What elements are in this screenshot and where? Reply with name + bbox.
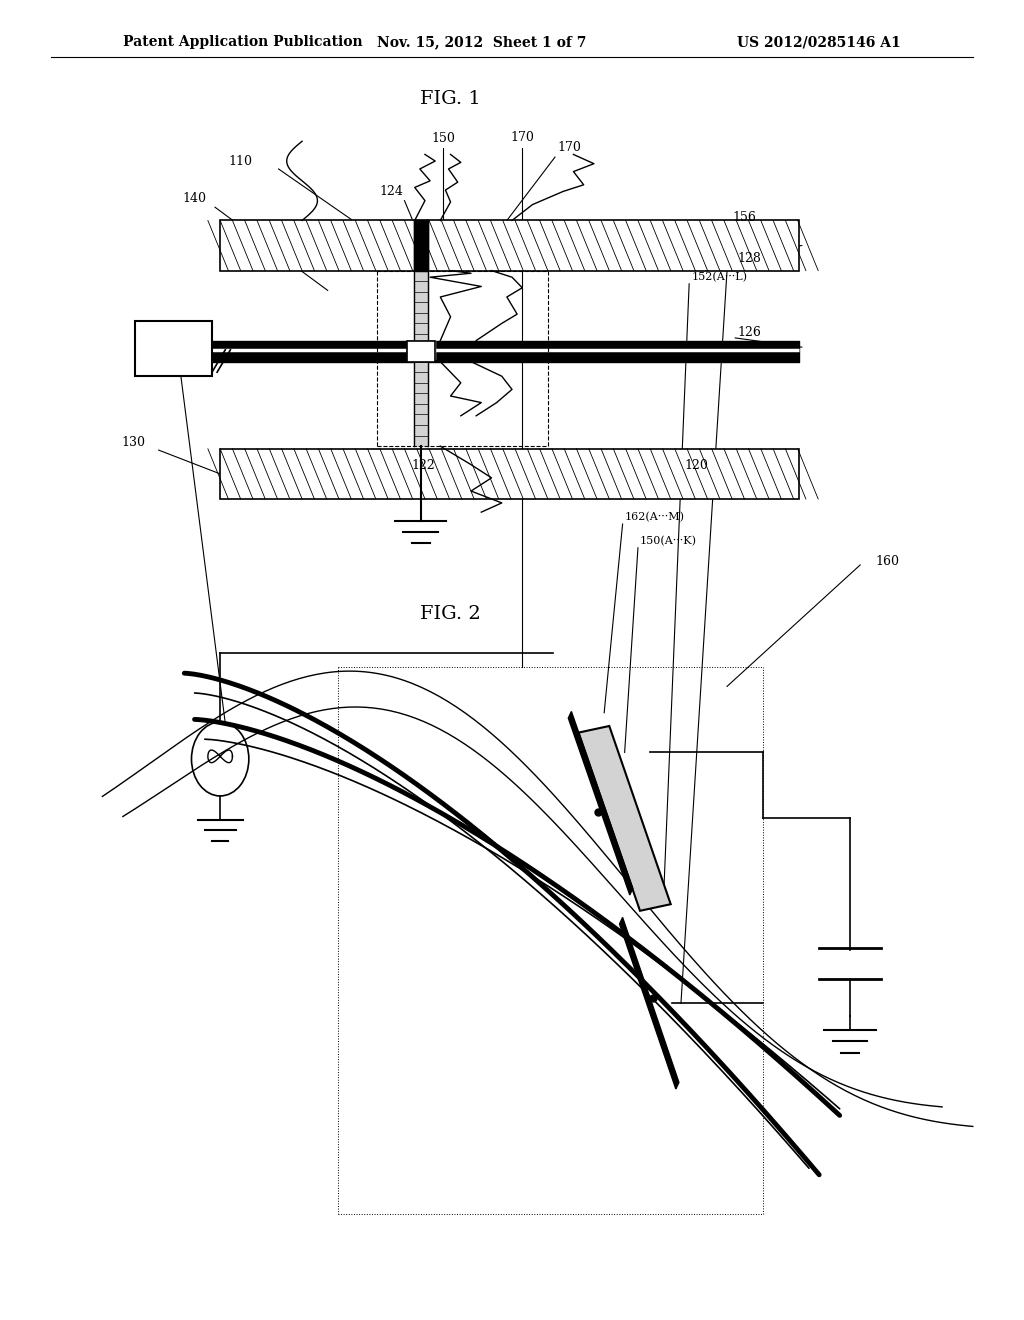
Text: 152(A···L): 152(A···L) — [691, 272, 748, 282]
Text: 126: 126 — [737, 326, 761, 339]
Text: 140: 140 — [182, 191, 207, 205]
Text: 130: 130 — [121, 436, 145, 449]
Text: FIG. 2: FIG. 2 — [420, 605, 481, 623]
Text: FIG. 1: FIG. 1 — [420, 90, 481, 108]
Text: 156: 156 — [732, 211, 756, 224]
Text: US 2012/0285146 A1: US 2012/0285146 A1 — [737, 36, 901, 49]
Bar — [220, 220, 799, 271]
Text: 160: 160 — [876, 554, 899, 568]
Text: 122: 122 — [411, 459, 435, 473]
Polygon shape — [579, 726, 671, 911]
Text: 162(A···M): 162(A···M) — [625, 512, 685, 523]
Bar — [135, 321, 212, 376]
Text: 110: 110 — [228, 154, 253, 168]
Text: 150(A···K): 150(A···K) — [640, 536, 697, 546]
Text: 128: 128 — [737, 252, 761, 265]
Text: 120: 120 — [684, 459, 709, 473]
Bar — [407, 341, 435, 362]
Polygon shape — [620, 917, 679, 1089]
Text: 170: 170 — [510, 131, 535, 144]
Text: 150: 150 — [431, 132, 456, 145]
Text: Patent Application Publication: Patent Application Publication — [123, 36, 362, 49]
Bar — [220, 449, 799, 499]
Text: 170: 170 — [557, 141, 582, 154]
Polygon shape — [568, 711, 633, 895]
Text: Nov. 15, 2012  Sheet 1 of 7: Nov. 15, 2012 Sheet 1 of 7 — [377, 36, 586, 49]
Text: 180: 180 — [146, 350, 171, 363]
Text: 124: 124 — [379, 185, 403, 198]
